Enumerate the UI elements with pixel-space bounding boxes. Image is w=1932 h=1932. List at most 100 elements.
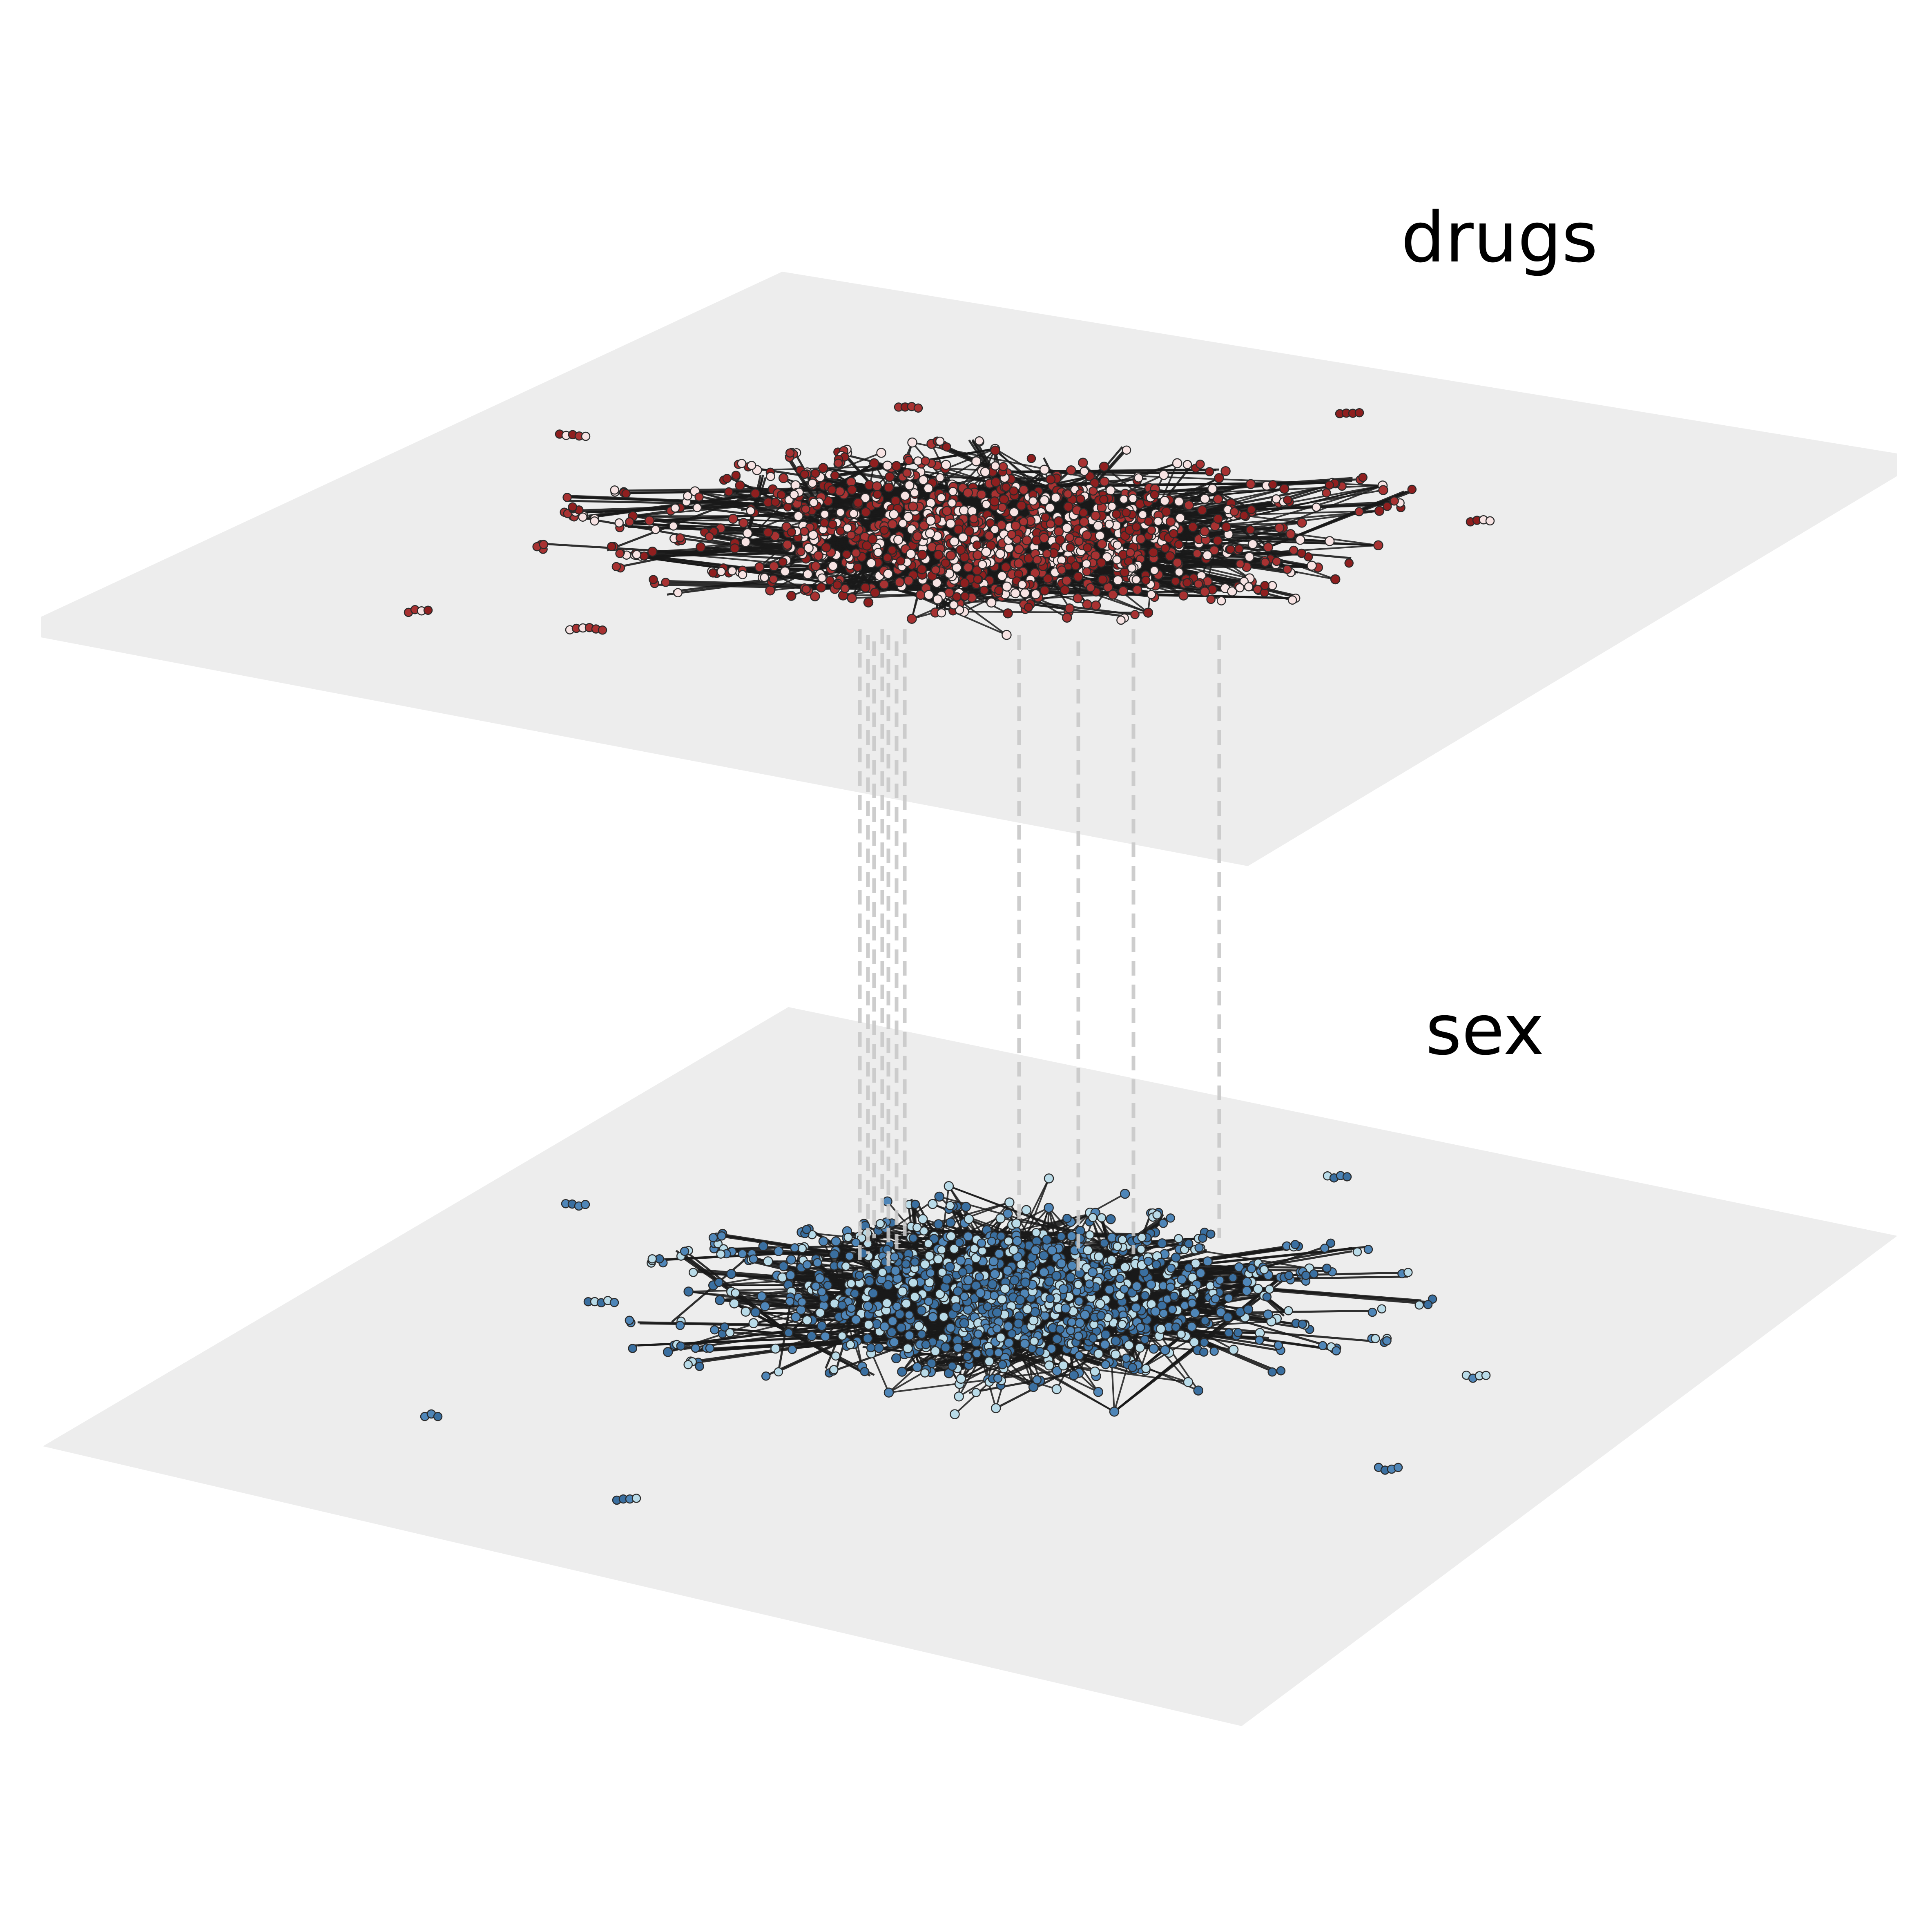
sex-node	[1039, 1267, 1049, 1278]
sex-node	[1242, 1277, 1252, 1287]
sex-node	[790, 1312, 801, 1322]
sex-node	[1318, 1341, 1327, 1351]
drugs-node	[976, 489, 987, 500]
drugs-node	[917, 549, 928, 560]
sex-node	[975, 1288, 986, 1298]
sex-node	[863, 1333, 873, 1344]
sex-node	[1190, 1308, 1200, 1318]
sex-node	[774, 1367, 783, 1377]
drugs-node	[1200, 494, 1210, 504]
sex-node	[850, 1289, 860, 1298]
sex-node	[1075, 1318, 1085, 1328]
sex-node	[887, 1327, 897, 1338]
sex-node	[1158, 1219, 1168, 1228]
drugs-node	[738, 518, 749, 528]
sex-node	[1039, 1250, 1049, 1261]
sex-node	[972, 1349, 982, 1358]
sex-node	[953, 1342, 963, 1353]
sex-node	[1015, 1295, 1026, 1305]
sex-node	[883, 1387, 894, 1398]
sex-node	[910, 1291, 920, 1302]
sex-node	[860, 1367, 870, 1376]
drugs-node	[885, 471, 895, 482]
sex-node	[940, 1342, 951, 1353]
drugs-node	[1040, 585, 1050, 596]
sex-node	[1045, 1294, 1055, 1303]
sex-node	[1157, 1238, 1167, 1249]
drugs-node	[1053, 516, 1064, 527]
sex-node	[817, 1321, 827, 1331]
sex-node	[770, 1343, 781, 1354]
sex-node	[1035, 1347, 1045, 1356]
sex-edge	[1009, 1350, 1115, 1413]
sex-node	[1149, 1343, 1159, 1354]
sex-node	[1085, 1230, 1095, 1240]
drugs-node	[990, 445, 1000, 456]
sex-node	[930, 1346, 941, 1356]
sex-node	[1371, 1334, 1380, 1343]
sex-node	[1393, 1463, 1403, 1472]
sex-node	[1211, 1294, 1220, 1304]
sex-node	[1301, 1271, 1311, 1280]
sex-node	[1274, 1340, 1283, 1350]
sex-node	[882, 1298, 892, 1309]
sex-node	[1423, 1300, 1433, 1309]
sex-node	[1242, 1286, 1252, 1296]
sex-node	[994, 1348, 1003, 1358]
sex-node	[969, 1244, 979, 1253]
sex-node	[714, 1278, 724, 1287]
sex-node	[1131, 1281, 1142, 1291]
sex-node	[1152, 1210, 1162, 1220]
sex-node	[741, 1307, 751, 1317]
sex-node	[1055, 1324, 1065, 1334]
sex-node	[1083, 1245, 1093, 1255]
sex-node	[994, 1249, 1004, 1259]
sex-node	[717, 1231, 727, 1241]
drugs-node	[1279, 484, 1289, 494]
sex-node	[921, 1340, 931, 1349]
drugs-node	[1214, 473, 1224, 483]
sex-node	[904, 1330, 915, 1341]
sex-node	[1209, 1347, 1219, 1356]
sex-node	[863, 1301, 873, 1311]
sex-node	[1088, 1333, 1098, 1343]
sex-node	[680, 1246, 689, 1256]
sex-node	[998, 1360, 1007, 1369]
drugs-node	[1212, 536, 1223, 546]
sex-node	[937, 1267, 947, 1277]
sex-node	[1096, 1311, 1106, 1320]
sex-node	[1368, 1307, 1377, 1317]
sex-edge	[919, 1229, 1139, 1237]
sex-node	[818, 1236, 829, 1246]
sex-node	[1106, 1214, 1116, 1224]
sex-node	[647, 1254, 657, 1264]
drugs-node	[754, 562, 765, 572]
sex-edge	[839, 1299, 863, 1367]
sex-node	[1095, 1299, 1105, 1309]
drugs-node	[1062, 612, 1072, 623]
sex-node	[995, 1332, 1006, 1343]
sex-node	[992, 1307, 1002, 1318]
drugs-node	[828, 561, 838, 571]
sex-node	[1044, 1203, 1054, 1213]
sex-node	[1224, 1328, 1234, 1338]
sex-node	[1140, 1335, 1150, 1344]
sex-node	[846, 1340, 855, 1349]
sex-node	[1104, 1284, 1115, 1295]
sex-node	[1167, 1304, 1177, 1314]
sex-node	[806, 1331, 817, 1341]
sex-node	[1332, 1346, 1341, 1356]
sex-node	[756, 1291, 767, 1302]
sex-node	[725, 1328, 735, 1338]
sex-node	[758, 1241, 769, 1251]
sex-node	[1069, 1370, 1079, 1380]
sex-node	[1183, 1377, 1194, 1387]
sex-node	[1051, 1271, 1062, 1281]
sex-node	[934, 1191, 944, 1202]
drugs-node	[1073, 572, 1084, 582]
sex-node	[1169, 1291, 1179, 1301]
sex-node	[1067, 1261, 1078, 1271]
sex-node	[912, 1362, 922, 1372]
sex-node	[749, 1254, 758, 1264]
sex-node	[1151, 1260, 1161, 1269]
